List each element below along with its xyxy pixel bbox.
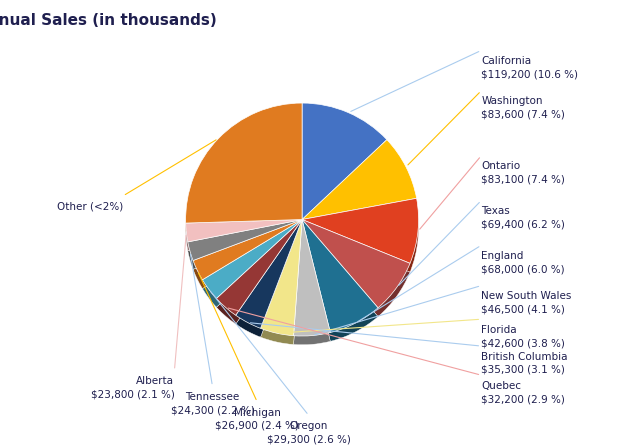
Wedge shape: [202, 220, 302, 298]
Wedge shape: [216, 228, 302, 324]
Wedge shape: [302, 198, 419, 263]
Wedge shape: [216, 220, 302, 315]
Text: Annual Sales (in thousands): Annual Sales (in thousands): [0, 13, 216, 28]
Wedge shape: [302, 140, 417, 220]
Wedge shape: [260, 228, 302, 345]
Text: Florida
$42,600 (3.8 %): Florida $42,600 (3.8 %): [481, 325, 565, 348]
Wedge shape: [186, 112, 302, 232]
Wedge shape: [193, 220, 302, 280]
Wedge shape: [236, 220, 302, 328]
Text: California
$119,200 (10.6 %): California $119,200 (10.6 %): [481, 56, 579, 79]
Wedge shape: [302, 228, 410, 317]
Wedge shape: [188, 220, 302, 260]
Text: Texas
$69,400 (6.2 %): Texas $69,400 (6.2 %): [481, 206, 565, 229]
Ellipse shape: [186, 120, 419, 334]
Text: Quebec
$32,200 (2.9 %): Quebec $32,200 (2.9 %): [481, 381, 565, 404]
Text: Other (<2%): Other (<2%): [56, 202, 123, 211]
Wedge shape: [260, 220, 302, 336]
Text: Ontario
$83,100 (7.4 %): Ontario $83,100 (7.4 %): [481, 161, 565, 185]
Wedge shape: [186, 220, 302, 242]
Wedge shape: [236, 228, 302, 337]
Wedge shape: [193, 228, 302, 289]
Text: England
$68,000 (6.0 %): England $68,000 (6.0 %): [481, 251, 565, 274]
Wedge shape: [302, 207, 419, 272]
Text: Alberta
$23,800 (2.1 %): Alberta $23,800 (2.1 %): [90, 376, 174, 400]
Wedge shape: [302, 112, 387, 228]
Wedge shape: [302, 148, 417, 228]
Wedge shape: [302, 220, 410, 308]
Text: Washington
$83,600 (7.4 %): Washington $83,600 (7.4 %): [481, 96, 565, 120]
Text: Oregon
$29,300 (2.6 %): Oregon $29,300 (2.6 %): [267, 421, 351, 444]
Wedge shape: [302, 220, 378, 332]
Wedge shape: [188, 228, 302, 269]
Wedge shape: [302, 103, 387, 220]
Wedge shape: [202, 228, 302, 307]
Wedge shape: [302, 228, 378, 341]
Wedge shape: [186, 228, 302, 251]
Wedge shape: [294, 228, 330, 345]
Text: British Columbia
$35,300 (3.1 %): British Columbia $35,300 (3.1 %): [481, 352, 568, 375]
Text: Michigan
$26,900 (2.4 %): Michigan $26,900 (2.4 %): [215, 408, 300, 431]
Wedge shape: [186, 103, 302, 223]
Text: New South Wales
$46,500 (4.1 %): New South Wales $46,500 (4.1 %): [481, 291, 572, 314]
Text: Tennessee
$24,300 (2.2 %): Tennessee $24,300 (2.2 %): [170, 392, 255, 415]
Wedge shape: [294, 220, 330, 336]
